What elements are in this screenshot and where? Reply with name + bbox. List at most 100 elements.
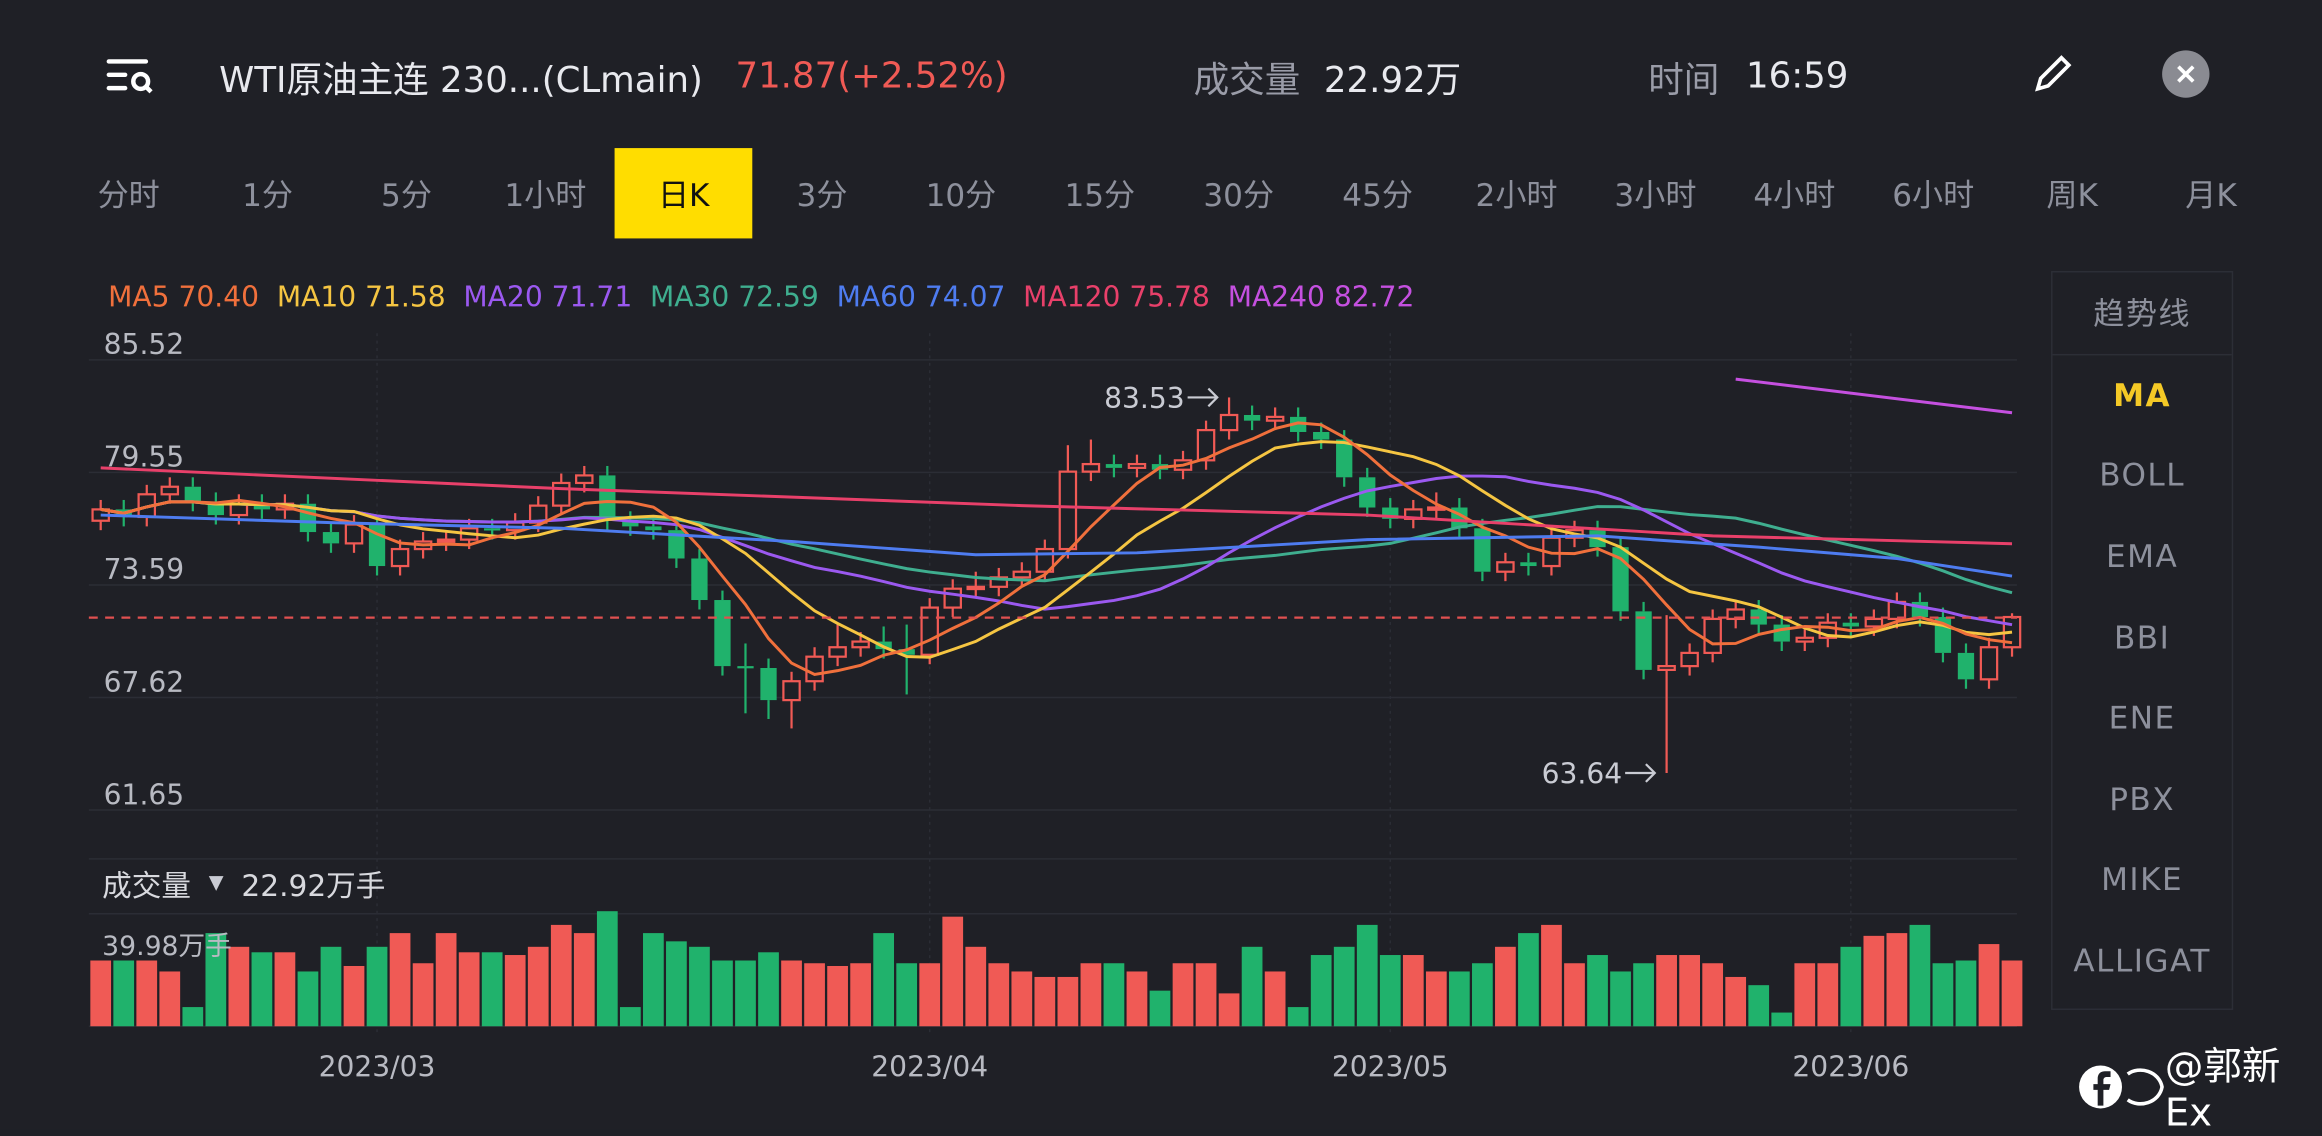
volume-bar bbox=[804, 963, 825, 1027]
tab-9[interactable]: 45分 bbox=[1342, 176, 1413, 213]
candle bbox=[898, 624, 915, 695]
x-tick-label: 2023/06 bbox=[1792, 1051, 1909, 1084]
candle bbox=[760, 658, 777, 719]
candle-body bbox=[851, 640, 870, 649]
y-tick-label: 67.62 bbox=[104, 666, 185, 699]
tab-6[interactable]: 10分 bbox=[925, 176, 997, 213]
volume-selector[interactable]: 成交量 ▼ 22.92万手 bbox=[102, 862, 385, 905]
tab-11[interactable]: 3小时 bbox=[1614, 176, 1697, 213]
tab-10[interactable]: 2小时 bbox=[1475, 176, 1558, 213]
tab-3[interactable]: 1小时 bbox=[504, 176, 587, 213]
tab-14[interactable]: 周K bbox=[2046, 176, 2098, 213]
candle bbox=[1058, 445, 1078, 559]
tab-12[interactable]: 4小时 bbox=[1753, 176, 1836, 213]
tab-2[interactable]: 5分 bbox=[381, 176, 432, 213]
x-tick-label: 2023/04 bbox=[871, 1051, 988, 1084]
ma-legend-item: MA20 71.71 bbox=[463, 281, 633, 314]
candle bbox=[1081, 439, 1101, 482]
indicator-ema[interactable]: EMA bbox=[2106, 539, 2179, 575]
tab-5[interactable]: 3分 bbox=[796, 176, 848, 213]
volume-bar bbox=[1725, 976, 1747, 1027]
edit-button[interactable] bbox=[2029, 50, 2076, 103]
indicator-mike[interactable]: MIKE bbox=[2101, 862, 2184, 899]
candle bbox=[989, 567, 1009, 597]
candle-body bbox=[737, 666, 754, 669]
volume-bar bbox=[1495, 946, 1516, 1027]
volume-bar bbox=[320, 946, 342, 1027]
volume-bar bbox=[182, 1007, 204, 1027]
candle bbox=[1934, 607, 1952, 663]
indicator-boll[interactable]: BOLL bbox=[2099, 458, 2186, 494]
candle-body bbox=[1219, 413, 1239, 432]
volume-bar bbox=[619, 1007, 641, 1027]
volume-bar bbox=[873, 933, 895, 1027]
volume-bar bbox=[1080, 963, 1102, 1027]
volume-bar bbox=[1656, 955, 1677, 1027]
indicator-alligat[interactable]: ALLIGAT bbox=[2073, 943, 2211, 979]
indicator-ma[interactable]: MA bbox=[2113, 377, 2172, 414]
tab-4[interactable]: 日K bbox=[614, 148, 753, 239]
instrument-title[interactable]: WTI原油主连 230...(CLmain) bbox=[219, 58, 703, 100]
volume-bar bbox=[1794, 963, 1816, 1027]
tab-8[interactable]: 30分 bbox=[1203, 176, 1275, 213]
volume-bar bbox=[988, 963, 1010, 1027]
volume-bar bbox=[550, 924, 572, 1027]
y-tick-label: 61.65 bbox=[104, 779, 185, 812]
tab-7[interactable]: 15分 bbox=[1064, 176, 1136, 213]
volume-bar bbox=[2001, 960, 2023, 1027]
candle bbox=[782, 671, 801, 729]
menu-search-icon bbox=[106, 59, 153, 94]
volume-bar bbox=[942, 916, 964, 1027]
volume-bar bbox=[1840, 946, 1862, 1027]
candle-body bbox=[760, 668, 777, 701]
candle-body bbox=[253, 503, 271, 510]
volume-bar bbox=[251, 952, 273, 1027]
candle-body bbox=[1336, 439, 1353, 478]
candle bbox=[1243, 405, 1261, 431]
volume-bar bbox=[297, 971, 319, 1027]
indicator-bbi[interactable]: BBI bbox=[2113, 620, 2171, 656]
candle-body bbox=[1105, 464, 1123, 468]
volume-bar bbox=[1057, 976, 1079, 1027]
volume-bar bbox=[643, 933, 664, 1027]
candle-body bbox=[599, 475, 616, 521]
indicator-ene[interactable]: ENE bbox=[2108, 700, 2176, 737]
volume-bar bbox=[689, 946, 710, 1027]
indicator-pbx[interactable]: PBX bbox=[2109, 781, 2176, 818]
volume-bar bbox=[758, 952, 779, 1027]
volume-bar bbox=[504, 955, 526, 1027]
volume-bar bbox=[1610, 971, 1631, 1027]
candle bbox=[1795, 628, 1815, 652]
candle-body bbox=[1243, 414, 1261, 421]
volume-bar bbox=[1564, 963, 1585, 1027]
watermark: @郭新Ex bbox=[2076, 1037, 2322, 1136]
indicator-panel: 趋势线 MA BOLL EMA BBI ENE PBX MIKE ALLIGAT bbox=[2051, 271, 2234, 1010]
tab-1[interactable]: 1分 bbox=[242, 176, 294, 213]
candle-body bbox=[1864, 617, 1884, 628]
volume-bar bbox=[1287, 1007, 1309, 1027]
candle bbox=[1496, 552, 1515, 582]
indicator-趋势线[interactable]: 趋势线 bbox=[2052, 272, 2232, 355]
candle-body bbox=[645, 526, 662, 531]
arrow-right-icon bbox=[1625, 763, 1657, 783]
ma-line-ma30 bbox=[100, 500, 2013, 595]
candle-body bbox=[1496, 561, 1515, 573]
close-button[interactable] bbox=[2162, 50, 2210, 98]
candle-body bbox=[344, 523, 364, 545]
volume-bar bbox=[1149, 990, 1171, 1027]
candle-body bbox=[1979, 646, 1999, 681]
menu-search-button[interactable] bbox=[104, 44, 154, 106]
candle-body bbox=[1196, 428, 1216, 462]
candle-body bbox=[691, 558, 708, 601]
tab-13[interactable]: 6小时 bbox=[1892, 176, 1975, 213]
tab-0[interactable]: 分时 bbox=[97, 176, 160, 213]
tab-15[interactable]: 月K bbox=[2185, 176, 2237, 213]
candle bbox=[184, 477, 201, 512]
volume-label: 成交量 bbox=[1193, 58, 1301, 100]
ma-line-ma5 bbox=[100, 421, 2013, 676]
candle-body bbox=[1265, 415, 1285, 422]
candle bbox=[1105, 454, 1123, 478]
volume-bar bbox=[412, 963, 434, 1027]
